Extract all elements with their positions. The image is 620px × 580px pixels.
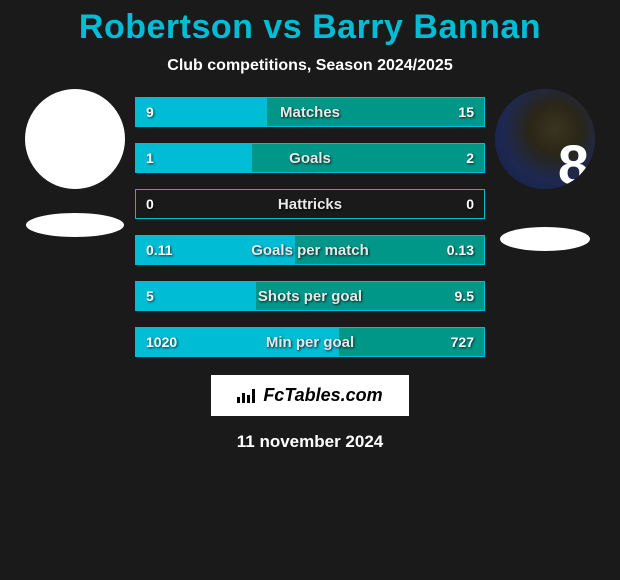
stat-bar: 0.11 0.13 Goals per match [135, 235, 485, 265]
stat-label: Matches [280, 104, 340, 121]
stat-value-right: 727 [451, 334, 474, 350]
page-title: Robertson vs Barry Bannan [79, 8, 541, 47]
stat-label: Hattricks [278, 196, 342, 213]
stat-bar: 5 9.5 Shots per goal [135, 281, 485, 311]
player-left-avatar [25, 89, 125, 189]
stat-value-left: 0 [146, 196, 154, 212]
stat-value-left: 1020 [146, 334, 177, 350]
stat-value-left: 9 [146, 104, 154, 120]
player-right-jersey: 8 [558, 137, 589, 189]
stat-value-left: 0.11 [146, 242, 172, 258]
stat-fill-left [136, 98, 267, 126]
branding-badge: FcTables.com [211, 375, 408, 416]
stat-label: Goals [289, 150, 331, 167]
stat-bar: 0 0 Hattricks [135, 189, 485, 219]
content-row: 9 15 Matches 1 2 Goals 0 0 Hattricks 0.11 0.13 Goal… [0, 97, 620, 357]
stat-label: Min per goal [266, 334, 354, 351]
branding-text: FcTables.com [263, 385, 382, 406]
stat-bar: 1 2 Goals [135, 143, 485, 173]
stat-bar: 9 15 Matches [135, 97, 485, 127]
chart-icon [237, 389, 255, 403]
player-left-column [15, 97, 135, 237]
date-label: 11 november 2024 [237, 432, 383, 452]
stat-value-left: 5 [146, 288, 154, 304]
stat-label: Goals per match [251, 242, 369, 259]
stat-value-right: 2 [466, 150, 474, 166]
stat-value-left: 1 [146, 150, 154, 166]
stat-label: Shots per goal [258, 288, 362, 305]
stat-fill-left [136, 282, 256, 310]
stats-bars: 9 15 Matches 1 2 Goals 0 0 Hattricks 0.11 0.13 Goal… [135, 97, 485, 357]
stat-fill-right [252, 144, 484, 172]
stat-value-right: 15 [458, 104, 474, 120]
subtitle: Club competitions, Season 2024/2025 [167, 57, 452, 75]
stat-value-right: 0 [466, 196, 474, 212]
player-left-shadow [26, 213, 124, 237]
player-right-column: 8 [485, 97, 605, 251]
stat-value-right: 0.13 [447, 242, 474, 258]
player-right-shadow [500, 227, 590, 251]
stat-value-right: 9.5 [455, 288, 474, 304]
stat-bar: 1020 727 Min per goal [135, 327, 485, 357]
player-right-avatar: 8 [495, 89, 595, 189]
